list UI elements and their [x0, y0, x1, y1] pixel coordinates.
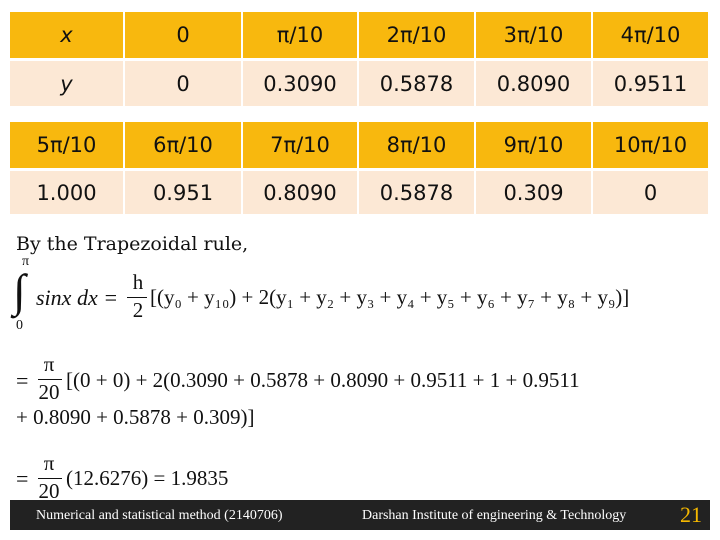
header-cell: 3π/10: [476, 12, 591, 58]
course: Numerical and statistical method (214070…: [36, 508, 283, 523]
fraction-denominator: 20: [38, 479, 60, 503]
fraction-bar: [38, 379, 62, 380]
header-cell: 10π/10: [593, 122, 708, 168]
value-cell: 0.3090: [243, 61, 357, 106]
page-number: 21: [680, 502, 702, 527]
intro: By the Trapezoidal rule,: [16, 233, 249, 255]
value-cell: 0.5878: [359, 61, 474, 106]
fraction-numerator: π: [43, 352, 55, 376]
value-cell: 0.8090: [476, 61, 591, 106]
fraction-numerator: h: [132, 270, 144, 294]
value-cell: 0.5878: [359, 171, 474, 214]
lower-limit: 0: [16, 318, 23, 333]
fraction-numerator: π: [43, 451, 55, 475]
fraction-denominator: 20: [38, 380, 60, 404]
step2-rhs: (12.6276) = 1.9835: [66, 466, 229, 490]
header-cell: 8π/10: [359, 122, 474, 168]
value-cell: 0.8090: [243, 171, 357, 214]
header-cell: 7π/10: [243, 122, 357, 168]
value-cell: 0: [125, 61, 241, 106]
value-cell: 0.951: [125, 171, 241, 214]
integral-rhs: [(y₀ + y₁₀) + 2(y₁ + y₂ + y₃ + y₄ + y₅ +…: [150, 285, 630, 309]
value-cell: 0.309: [476, 171, 591, 214]
fraction-bar: [38, 478, 62, 479]
equals: =: [16, 368, 29, 393]
upper-limit: π: [22, 254, 30, 269]
header-cell: π/10: [243, 12, 357, 58]
header-cell: 5π/10: [10, 122, 123, 168]
step1-continued: + 0.8090 + 0.5878 + 0.309)]: [16, 405, 255, 429]
header-cell: 6π/10: [125, 122, 241, 168]
institute: Darshan Institute of engineering & Techn…: [362, 508, 627, 523]
equals: =: [16, 466, 29, 491]
value-cell: 0: [593, 171, 708, 214]
fraction-bar: [127, 297, 147, 298]
header-cell: 9π/10: [476, 122, 591, 168]
value-cell: y: [10, 61, 123, 106]
header-cell: 4π/10: [593, 12, 708, 58]
fraction-denominator: 2: [132, 298, 144, 322]
step1-rhs: [(0 + 0) + 2(0.3090 + 0.5878 + 0.8090 + …: [66, 368, 580, 392]
integral-sign: ∫: [13, 265, 26, 316]
header-cell: x: [10, 12, 123, 58]
header-cell: 0: [125, 12, 241, 58]
integrand: sinx dx =: [36, 285, 119, 310]
value-cell: 1.000: [10, 171, 123, 214]
footer: Numerical and statistical method (214070…: [10, 500, 710, 530]
header-cell: 2π/10: [359, 12, 474, 58]
value-cell: 0.9511: [593, 61, 708, 106]
